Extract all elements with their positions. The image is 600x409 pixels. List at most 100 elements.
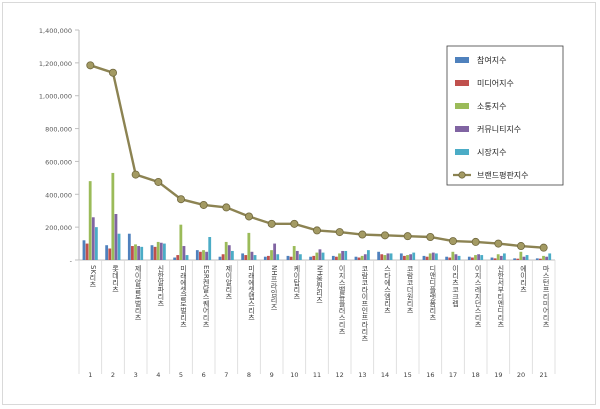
bar-2 — [153, 246, 157, 260]
bar-3 — [179, 224, 183, 260]
bar-5 — [230, 250, 234, 260]
bar-3 — [428, 253, 432, 260]
bar-5 — [502, 253, 506, 260]
bar-2 — [516, 258, 520, 260]
brand-index-point — [244, 212, 253, 221]
x-rank-label: 16 — [426, 371, 434, 379]
bar-2 — [176, 255, 180, 260]
bar-1 — [422, 255, 426, 260]
bar-1 — [467, 256, 471, 260]
bar-2 — [448, 257, 452, 260]
bar-2 — [289, 256, 293, 260]
y-tick-label: 1,200,000 — [39, 60, 72, 68]
bar-1 — [399, 253, 403, 260]
bar-4 — [137, 246, 141, 260]
x-category-label: 스타에스엠리츠 — [384, 265, 392, 314]
bar-1 — [331, 255, 335, 260]
bar-3 — [542, 255, 545, 260]
x-category-label: 코람코더원리츠 — [406, 265, 414, 314]
bar-4 — [454, 254, 458, 260]
bar-4 — [159, 242, 163, 260]
bar-2 — [108, 248, 112, 260]
x-category-label: NH올원리츠 — [316, 265, 324, 304]
brand-index-point — [267, 219, 276, 228]
brand-index-point — [86, 61, 95, 70]
brand-index-point — [290, 219, 299, 228]
bar-4 — [341, 250, 345, 260]
x-category-label: 마스턴프리미어리츠 — [542, 264, 550, 328]
x-category-label: 이지스밸류플러스리츠 — [338, 264, 346, 335]
bar-1 — [241, 253, 245, 260]
bar-4 — [318, 249, 322, 260]
bar-5 — [298, 254, 302, 260]
bar-4 — [545, 256, 549, 260]
legend-swatch — [455, 126, 469, 132]
bar-2 — [357, 257, 361, 260]
bar-4 — [386, 253, 390, 260]
bar-3 — [224, 241, 228, 260]
bar-2 — [244, 255, 248, 260]
x-rank-label: 10 — [290, 371, 298, 379]
bar-1 — [173, 257, 177, 260]
bar-4 — [363, 254, 367, 260]
brand-index-point — [176, 195, 185, 204]
bar-3 — [519, 251, 523, 260]
bar-2 — [85, 243, 89, 260]
bar-1 — [263, 256, 267, 260]
bar-1 — [150, 245, 154, 260]
x-rank-label: 9 — [270, 371, 274, 379]
brand-index-point — [471, 237, 480, 246]
x-rank-label: 13 — [358, 371, 366, 379]
bar-5 — [344, 250, 348, 260]
bar-1 — [309, 256, 313, 260]
x-category-label: SK리츠 — [89, 265, 97, 288]
x-rank-label: 3 — [134, 371, 138, 379]
bar-1 — [490, 257, 494, 260]
brand-index-point — [222, 203, 231, 212]
bar-2 — [471, 257, 474, 260]
bar-4 — [431, 252, 435, 260]
brand-index-point — [448, 237, 457, 246]
bar-3 — [292, 246, 296, 260]
bar-3 — [451, 251, 455, 260]
bar-2 — [335, 256, 338, 260]
bar-4 — [499, 255, 503, 260]
bar-1 — [535, 258, 539, 260]
x-category-label: 롯데리츠 — [112, 265, 120, 293]
legend-label: 브랜드평판지수 — [477, 170, 529, 180]
bar-4 — [295, 250, 299, 260]
legend-marker-swatch — [458, 171, 466, 179]
bar-2 — [493, 258, 497, 260]
x-category-label: 이지스레지던스리츠 — [474, 264, 482, 328]
brand-index-point — [517, 242, 526, 251]
bar-2 — [380, 254, 384, 260]
x-category-label: 이리츠코크렙 — [452, 264, 460, 307]
x-category-label: NH프라임리츠 — [270, 265, 278, 311]
bar-5 — [457, 255, 461, 260]
legend-label: 커뮤니티지수 — [477, 124, 521, 134]
legend-swatch — [455, 80, 469, 86]
bar-3 — [496, 254, 500, 260]
y-tick-label: 200,000 — [45, 224, 72, 232]
bar-1 — [105, 245, 109, 260]
x-rank-label: 14 — [381, 371, 389, 379]
bar-5 — [434, 253, 438, 260]
bar-3 — [111, 172, 115, 260]
brand-index-point — [426, 232, 435, 241]
x-rank-label: 19 — [494, 371, 502, 379]
y-tick-label: - — [70, 257, 73, 265]
legend-swatch — [455, 57, 469, 63]
x-rank-label: 18 — [472, 371, 480, 379]
brand-index-point — [539, 243, 548, 252]
legend-label: 시장지수 — [477, 147, 506, 157]
bar-4 — [227, 245, 231, 260]
bar-1 — [513, 258, 517, 260]
bar-5 — [412, 252, 416, 260]
x-category-label: 제이알글로벌리츠 — [134, 265, 142, 321]
brand-index-point — [312, 226, 321, 235]
bar-5 — [321, 252, 325, 260]
bar-5 — [253, 255, 257, 260]
y-tick-label: 400,000 — [45, 191, 72, 199]
bar-5 — [525, 255, 529, 260]
bar-3 — [247, 232, 251, 260]
